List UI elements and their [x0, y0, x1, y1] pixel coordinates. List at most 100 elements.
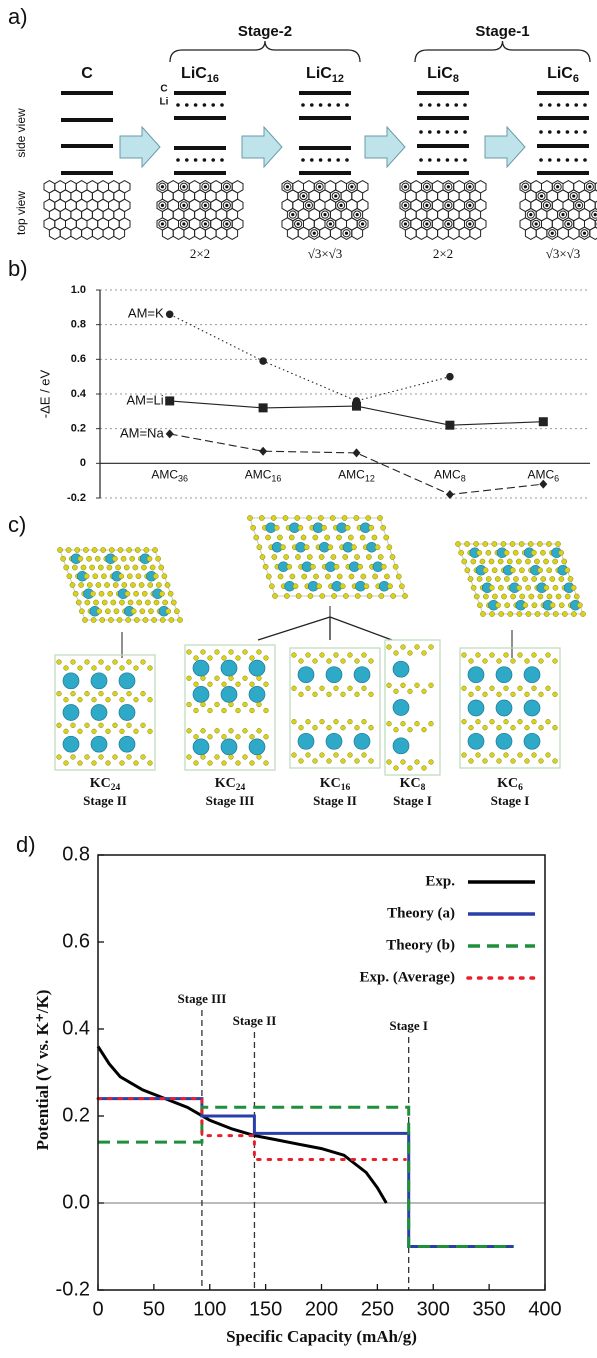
carbon-atom [540, 550, 545, 555]
li-atom [557, 158, 561, 162]
carbon-atom [544, 611, 549, 616]
x-tick-part: 6 [554, 474, 559, 484]
connector [330, 617, 392, 640]
carbon-atom [85, 600, 90, 605]
li-atom [419, 130, 423, 134]
intercalant-atom [561, 213, 564, 216]
carbon-atom [229, 676, 234, 681]
carbon-atom [92, 666, 97, 671]
carbon-atom [532, 719, 537, 724]
formula-part: C [81, 65, 93, 82]
carbon-atom [562, 559, 567, 564]
carbon-atom [348, 535, 353, 540]
carbon-atom [141, 691, 146, 696]
carbon-atom [394, 689, 399, 694]
carbon-atom [313, 692, 318, 697]
carbon-atom [334, 753, 339, 758]
carbon-atom [174, 609, 179, 614]
carbon-atom [504, 550, 509, 555]
intercalant-atom [468, 204, 471, 207]
carbon-atom [372, 535, 377, 540]
li-atom [583, 130, 587, 134]
arrow [365, 127, 405, 167]
potassium-atom [221, 686, 237, 702]
carbon-atom [394, 766, 399, 771]
li-atom [220, 103, 224, 107]
carbon-atom [495, 603, 500, 608]
carbon-atom [547, 594, 552, 599]
potassium-atom [468, 667, 484, 683]
carbon-atom [171, 600, 176, 605]
intercalant-atom [447, 222, 450, 225]
panel-label: a) [8, 4, 28, 29]
hexagon [320, 227, 331, 239]
carbon-atom [343, 554, 348, 559]
marker [446, 373, 454, 381]
carbon-atom [134, 761, 139, 766]
intercalant-atom [345, 232, 348, 235]
carbon-atom [313, 574, 318, 579]
li-atom [428, 103, 432, 107]
carbon-atom [532, 686, 537, 691]
carbon-atom [304, 545, 309, 550]
carbon-atom [64, 666, 69, 671]
carbon-atom [134, 666, 139, 671]
carbon-atom [243, 676, 248, 681]
li-atom [319, 103, 323, 107]
hexagon [330, 227, 341, 239]
carbon-atom [151, 617, 156, 622]
carbon-atom [295, 554, 300, 559]
potassium-atom [91, 705, 107, 721]
carbon-atom [320, 719, 325, 724]
carbon-atom [429, 721, 434, 726]
carbon-atom [313, 759, 318, 764]
plot-frame [98, 855, 545, 1290]
carbon-atom [260, 554, 265, 559]
carbon-atom [313, 659, 318, 664]
carbon-atom [143, 617, 148, 622]
carbon-atom [201, 728, 206, 733]
carbon-atom [327, 692, 332, 697]
carbon-atom [508, 611, 513, 616]
potassium-atom [63, 705, 79, 721]
carbon-atom [114, 609, 119, 614]
y-tick-label: -0.2 [67, 492, 86, 504]
carbon-atom [236, 682, 241, 687]
carbon-atom [113, 582, 118, 587]
carbon-atom [320, 686, 325, 691]
intercalant-atom [182, 185, 185, 188]
li-atom [310, 158, 314, 162]
potassium-atom [468, 700, 484, 716]
potassium-atom [298, 733, 314, 749]
carbon-atom [415, 721, 420, 726]
formula-part: KC [497, 776, 518, 791]
carbon-atom [70, 582, 75, 587]
carbon-atom [57, 755, 62, 760]
carbon-atom [266, 574, 271, 579]
cell-label: √3×√3 [546, 246, 581, 261]
carbon-atom [553, 611, 558, 616]
carbon-atom [354, 515, 359, 520]
li-atom [557, 103, 561, 107]
carbon-atom [476, 753, 481, 758]
potassium-atom [496, 667, 512, 683]
carbon-atom [236, 761, 241, 766]
formula-part: 24 [111, 783, 121, 793]
carbon-atom [313, 725, 318, 730]
potassium-atom [393, 738, 409, 754]
potassium-atom [326, 733, 342, 749]
carbon-atom [526, 611, 531, 616]
carbon-atom [369, 659, 374, 664]
carbon-atom [265, 535, 270, 540]
carbon-atom [375, 545, 380, 550]
carbon-atom [334, 719, 339, 724]
carbon-atom [516, 559, 521, 564]
carbon-atom [531, 550, 536, 555]
carbon-atom [78, 697, 83, 702]
carbon-atom [455, 541, 460, 546]
carbon-atom [272, 554, 277, 559]
carbon-atom [201, 650, 206, 655]
carbon-atom [278, 574, 283, 579]
carbon-atom [355, 725, 360, 730]
carbon-atom [130, 556, 135, 561]
